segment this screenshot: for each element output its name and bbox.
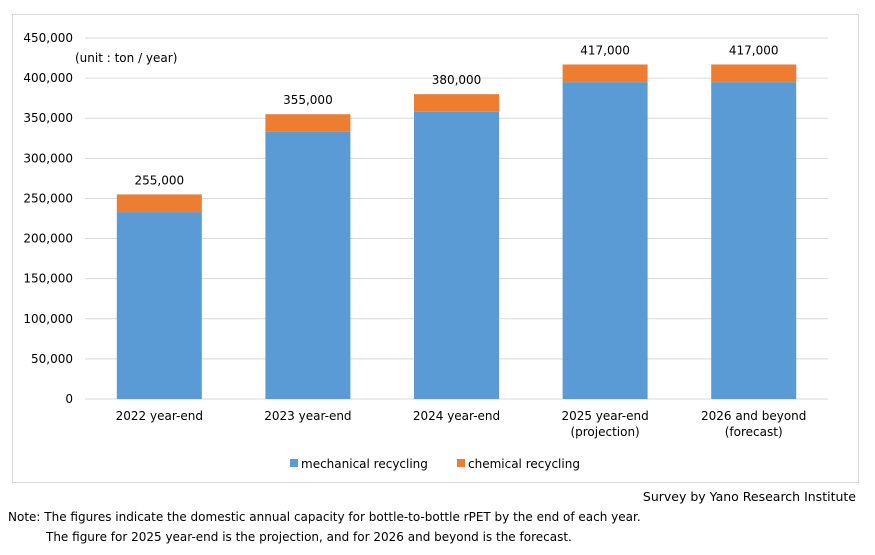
note-line-1: Note: The figures indicate the domestic … — [8, 510, 641, 524]
bar-mechanical-recycling — [562, 82, 648, 399]
y-tick-label: 100,000 — [23, 312, 73, 326]
y-tick-label: 300,000 — [23, 151, 73, 165]
legend-swatch — [290, 459, 298, 467]
y-tick-label: 150,000 — [23, 272, 73, 286]
x-tick-label: 2026 and beyond — [701, 409, 806, 423]
y-tick-label: 250,000 — [23, 191, 73, 205]
y-tick-label: 200,000 — [23, 232, 73, 246]
total-data-label: 255,000 — [134, 173, 184, 187]
bar-mechanical-recycling — [414, 111, 499, 399]
legend-label: chemical recycling — [468, 457, 580, 471]
total-data-label: 417,000 — [729, 43, 779, 57]
bar-mechanical-recycling — [116, 212, 202, 399]
total-data-label: 417,000 — [580, 43, 630, 57]
bar-chemical-recycling — [116, 194, 202, 213]
y-tick-label: 350,000 — [23, 111, 73, 125]
y-tick-label: 0 — [65, 392, 73, 406]
x-tick-label: 2023 year-end — [264, 409, 351, 423]
bar-mechanical-recycling — [265, 131, 351, 400]
x-tick-label: 2022 year-end — [116, 409, 203, 423]
y-tick-label: 450,000 — [23, 31, 73, 45]
x-tick-label: (projection) — [570, 425, 639, 439]
total-data-label: 380,000 — [432, 73, 482, 87]
source-text: Survey by Yano Research Institute — [642, 489, 856, 504]
total-data-label: 355,000 — [283, 93, 333, 107]
note-line-2: The figure for 2025 year-end is the proj… — [46, 530, 572, 544]
y-tick-label: 50,000 — [31, 352, 73, 366]
bar-chemical-recycling — [265, 114, 351, 132]
stacked-bar-chart: 0 50,000 100,000 150,000 200,000 250,000 300,0… — [23, 31, 828, 471]
x-tick-label: 2025 year-end — [561, 409, 648, 423]
bar-chemical-recycling — [414, 94, 499, 112]
y-tick-label: 400,000 — [23, 71, 73, 85]
unit-label: (unit : ton / year) — [75, 51, 177, 65]
bar-chemical-recycling — [562, 64, 648, 83]
bar-mechanical-recycling — [711, 82, 797, 399]
x-tick-label: (forecast) — [725, 425, 783, 439]
legend-label: mechanical recycling — [301, 457, 428, 471]
legend-swatch — [457, 459, 465, 467]
chart-frame — [12, 14, 859, 483]
bar-chemical-recycling — [711, 64, 797, 83]
x-tick-label: 2024 year-end — [413, 409, 500, 423]
